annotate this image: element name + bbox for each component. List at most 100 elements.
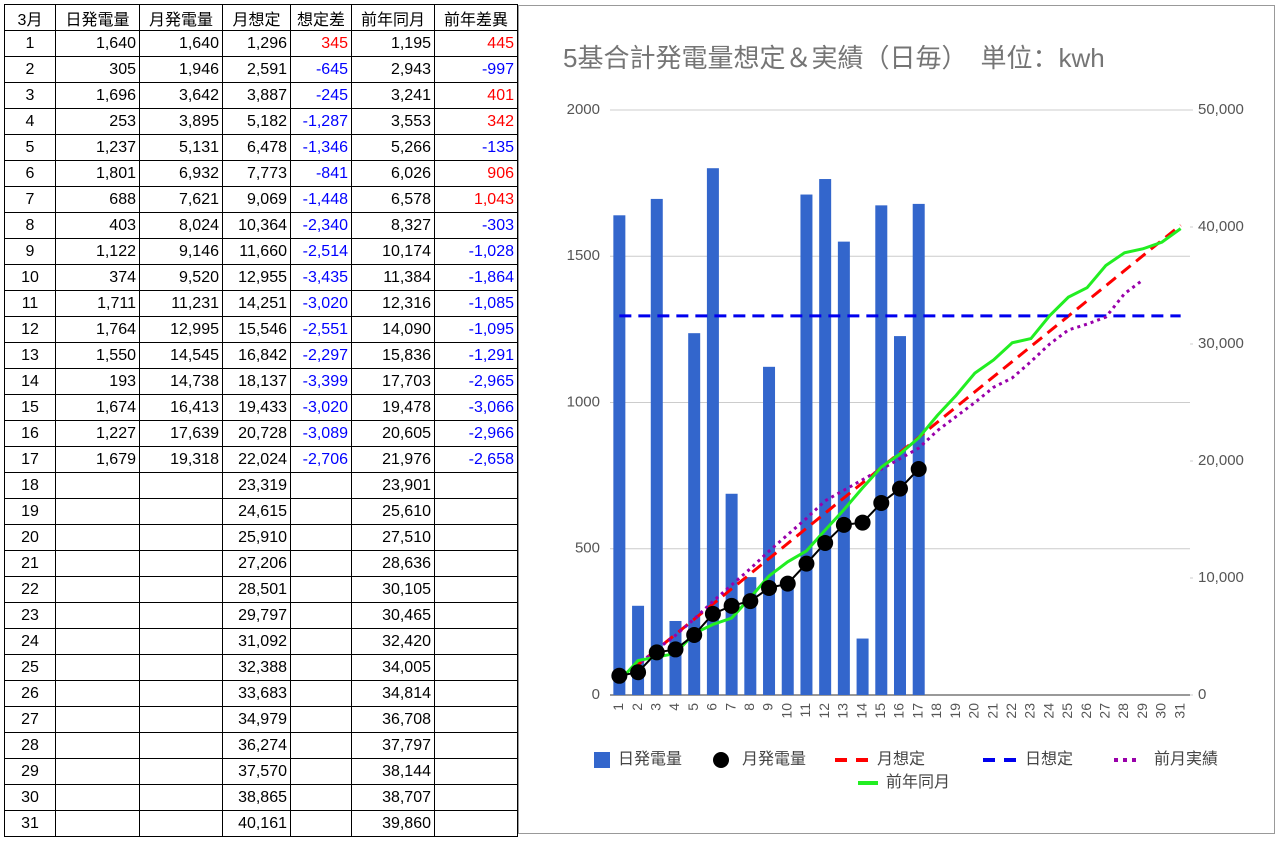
- table-row: 27 34,979 36,708: [4, 706, 518, 733]
- table-cell: 37,797: [351, 732, 435, 759]
- table-cell: 25: [4, 654, 56, 681]
- table-cell: 31: [4, 810, 56, 837]
- table-cell: -2,965: [434, 368, 518, 395]
- point: [910, 460, 927, 477]
- point: [704, 605, 721, 622]
- table-cell: 12,955: [222, 264, 291, 291]
- table-cell: [55, 758, 140, 785]
- point: [648, 644, 665, 661]
- table-cell: 27,510: [351, 524, 435, 551]
- table-row: 25 32,388 34,005: [4, 654, 518, 681]
- table-cell: 23,319: [222, 472, 291, 499]
- table-cell: -3,020: [290, 290, 352, 317]
- bar: [632, 605, 645, 695]
- table-cell: -245: [290, 82, 352, 109]
- table-cell: 374: [55, 264, 140, 291]
- table-cell: 9,146: [139, 238, 223, 265]
- table-cell: 30,465: [351, 602, 435, 629]
- table-cell: [290, 732, 352, 759]
- table-cell: 34,979: [222, 706, 291, 733]
- table-cell: 193: [55, 368, 140, 395]
- table-cell: [290, 472, 352, 499]
- table-cell: 前年差異: [434, 4, 518, 31]
- table-cell: [55, 810, 140, 837]
- table-cell: 17,639: [139, 420, 223, 447]
- chart-title: 5基合計発電量想定＆実績（日毎） 単位：kwh: [563, 43, 1105, 73]
- x-tick-label: 6: [704, 703, 720, 711]
- table-cell: [290, 524, 352, 551]
- table-row: 3月 日発電量 月発電量 月想定 想定差 前年同月 前年差異: [4, 4, 518, 31]
- table-cell: 3: [4, 82, 56, 109]
- table-cell: [290, 680, 352, 707]
- table-row: 13 1,550 14,545 16,842 -2,297 15,836 -1,291: [4, 342, 518, 369]
- table-cell: 36,708: [351, 706, 435, 733]
- bar: [894, 336, 906, 695]
- table-cell: 32,388: [222, 654, 291, 681]
- table-cell: 11,231: [139, 290, 223, 317]
- table-row: 17 1,679 19,318 22,024 -2,706 21,976 -2,658: [4, 446, 518, 473]
- table-row: 19 24,615 25,610: [4, 498, 518, 525]
- point: [798, 555, 815, 572]
- x-tick-label: 29: [1134, 703, 1150, 719]
- bar: [763, 366, 776, 695]
- table-cell: 10,364: [222, 212, 291, 239]
- bar: [819, 179, 832, 695]
- x-tick-label: 3: [647, 703, 663, 711]
- x-tick-label: 25: [1059, 703, 1075, 719]
- table-cell: 1,043: [434, 186, 518, 213]
- table-row: 30 38,865 38,707: [4, 784, 518, 811]
- table-cell: -1,291: [434, 342, 518, 369]
- x-tick-label: 14: [853, 703, 869, 719]
- table-cell: 20,605: [351, 420, 435, 447]
- table-cell: [139, 758, 223, 785]
- table-cell: 15: [4, 394, 56, 421]
- x-tick-label: 2: [629, 703, 645, 711]
- table-cell: [55, 654, 140, 681]
- table-cell: 25,910: [222, 524, 291, 551]
- point: [686, 626, 703, 643]
- table-cell: 5,182: [222, 108, 291, 135]
- table-cell: 1,195: [351, 30, 435, 57]
- table-cell: 15,836: [351, 342, 435, 369]
- table-cell: 17: [4, 446, 56, 473]
- x-tick-label: 4: [666, 703, 682, 711]
- table-cell: 401: [434, 82, 518, 109]
- table-cell: 7: [4, 186, 56, 213]
- bar: [725, 493, 738, 695]
- x-tick-label: 26: [1078, 703, 1094, 719]
- bar: [669, 620, 682, 695]
- table-cell: 28: [4, 732, 56, 759]
- table-cell: 25,610: [351, 498, 435, 525]
- y-tick-label: 0: [592, 686, 600, 703]
- x-tick-label: 7: [722, 703, 738, 711]
- point: [630, 664, 647, 681]
- table-cell: 17,703: [351, 368, 435, 395]
- table-cell: -2,658: [434, 446, 518, 473]
- table-row: 18 23,319 23,901: [4, 472, 518, 499]
- x-tick-label: 1: [610, 703, 626, 711]
- table-cell: [434, 498, 518, 525]
- x-tick-label: 10: [778, 703, 794, 719]
- legend-label: 月発電量: [742, 750, 806, 768]
- table-cell: [55, 576, 140, 603]
- table-cell: 9,520: [139, 264, 223, 291]
- table-row: 11 1,711 11,231 14,251 -3,020 12,316 -1,085: [4, 290, 518, 317]
- table-cell: 5,131: [139, 134, 223, 161]
- table-cell: 8,024: [139, 212, 223, 239]
- table-cell: -997: [434, 56, 518, 83]
- table-row: 8 403 8,024 10,364 -2,340 8,327 -303: [4, 212, 518, 239]
- table-cell: 1,711: [55, 290, 140, 317]
- point: [667, 641, 684, 658]
- table-cell: -303: [434, 212, 518, 239]
- table-cell: 38,707: [351, 784, 435, 811]
- table-cell: 18: [4, 472, 56, 499]
- table-cell: 345: [290, 30, 352, 57]
- table-cell: 23,901: [351, 472, 435, 499]
- x-tick-label: 22: [1003, 703, 1019, 719]
- point: [892, 480, 908, 497]
- x-tick-label: 18: [928, 703, 944, 719]
- table-cell: 19,478: [351, 394, 435, 421]
- table-cell: [139, 472, 223, 499]
- spreadsheet-table: 3月 日発電量 月発電量 月想定 想定差 前年同月 前年差異 1 1,640 1,640 1,296…: [4, 4, 518, 837]
